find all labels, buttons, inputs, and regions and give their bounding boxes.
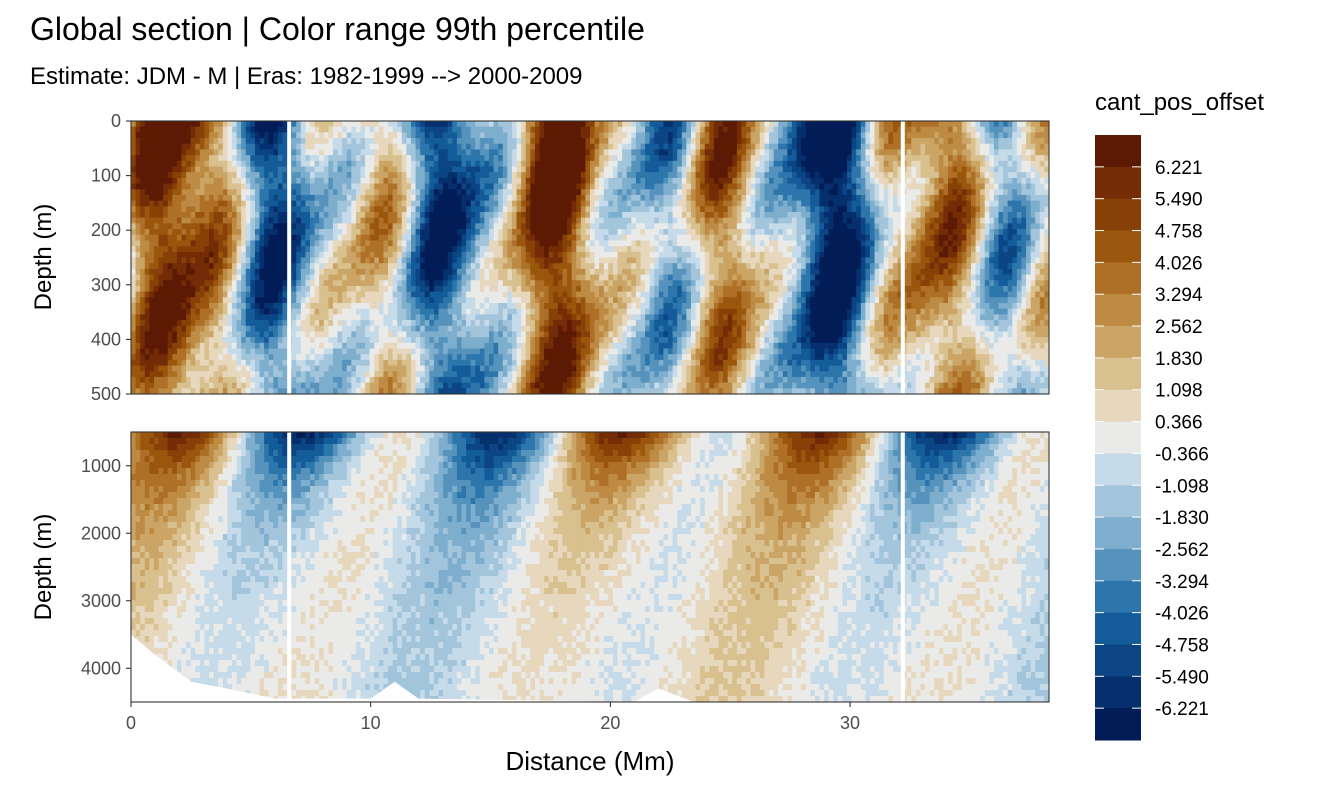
legend-swatch <box>1095 676 1141 709</box>
y-tick-label: 300 <box>91 275 121 295</box>
legend-labels: 6.221 5.490 4.758 4.026 3.294 2.562 1.830 1.098… <box>1095 158 1209 720</box>
legend-swatch <box>1095 294 1141 327</box>
legend-label: 4.026 <box>1155 253 1203 274</box>
y-tick-label: 3000 <box>81 591 121 611</box>
legend-swatch <box>1095 357 1141 391</box>
chart-subtitle: Estimate: JDM - M | Eras: 1982-1999 --> … <box>30 63 582 90</box>
legend: cant_pos_offset 6.221 5.490 4.758 4.026 3.29… <box>1095 89 1264 741</box>
x-tick-label: 30 <box>840 713 860 733</box>
legend-swatch <box>1095 166 1141 200</box>
legend-swatch <box>1095 453 1141 486</box>
legend-swatch <box>1095 580 1141 614</box>
legend-swatch <box>1095 421 1141 454</box>
x-tick-label: 20 <box>600 713 620 733</box>
chart-title: Global section | Color range 99th percen… <box>30 11 645 47</box>
legend-title: cant_pos_offset <box>1095 89 1264 116</box>
panel-upper-field <box>131 121 1049 394</box>
legend-label: -5.490 <box>1155 667 1209 688</box>
x-axis-label: Distance (Mm) <box>505 746 674 776</box>
panel-upper-border <box>130 120 1050 395</box>
y-tick-label: 100 <box>91 166 121 186</box>
x-tick-label: 10 <box>361 713 381 733</box>
legend-swatch <box>1095 135 1141 168</box>
legend-label: -2.562 <box>1155 540 1209 561</box>
y-tick-label: 0 <box>111 111 121 131</box>
x-tick-label: 0 <box>126 713 136 733</box>
legend-colorbar <box>1095 135 1141 741</box>
legend-label: 5.490 <box>1155 190 1203 211</box>
legend-swatch <box>1095 230 1141 263</box>
panel-lower-y-axis: 1000 2000 3000 4000 <box>81 456 131 678</box>
legend-label: 2.562 <box>1155 317 1203 338</box>
legend-swatch <box>1095 517 1141 550</box>
legend-swatch <box>1095 485 1141 518</box>
seafloor-mask <box>131 634 1049 702</box>
legend-label: -1.098 <box>1155 476 1209 497</box>
legend-label: -3.294 <box>1155 572 1209 593</box>
y-tick-label: 200 <box>91 220 121 240</box>
legend-label: -0.366 <box>1155 444 1209 465</box>
legend-label: 0.366 <box>1155 413 1203 434</box>
panel-lower-field <box>131 432 1049 702</box>
panel-upper: 0 100 200 300 400 500 Depth (m) <box>30 111 1050 404</box>
panel-upper-y-axis: 0 100 200 300 400 500 <box>91 111 131 404</box>
legend-label: 6.221 <box>1155 158 1203 179</box>
legend-swatch <box>1095 326 1141 359</box>
legend-label: 1.830 <box>1155 349 1203 370</box>
legend-swatch <box>1095 198 1141 232</box>
legend-label: 4.758 <box>1155 222 1203 243</box>
legend-swatch <box>1095 389 1141 423</box>
missing-data-gap <box>900 432 905 702</box>
legend-label: -4.026 <box>1155 604 1209 625</box>
panel-lower-ylabel: Depth (m) <box>30 514 57 621</box>
y-tick-label: 400 <box>91 329 121 349</box>
y-tick-label: 1000 <box>81 456 121 476</box>
missing-data-gap <box>287 121 292 394</box>
legend-swatch <box>1095 548 1141 582</box>
legend-swatch <box>1095 262 1141 295</box>
x-axis: 0 10 20 30 <box>126 702 860 733</box>
missing-data-gap <box>287 432 292 702</box>
legend-label: -4.758 <box>1155 635 1209 656</box>
legend-swatch <box>1095 644 1141 677</box>
panel-lower-border <box>130 431 1050 703</box>
legend-swatch <box>1095 612 1141 645</box>
y-tick-label: 500 <box>91 384 121 404</box>
legend-label: -6.221 <box>1155 699 1209 720</box>
legend-swatch <box>1095 708 1141 741</box>
y-tick-label: 4000 <box>81 658 121 678</box>
legend-label: 3.294 <box>1155 285 1203 306</box>
panel-upper-ylabel: Depth (m) <box>30 204 57 311</box>
panel-lower: 1000 2000 3000 4000 Depth (m) <box>30 431 1050 703</box>
legend-label: -1.830 <box>1155 508 1209 529</box>
y-tick-label: 2000 <box>81 523 121 543</box>
legend-label: 1.098 <box>1155 381 1203 402</box>
missing-data-gap <box>900 121 905 394</box>
